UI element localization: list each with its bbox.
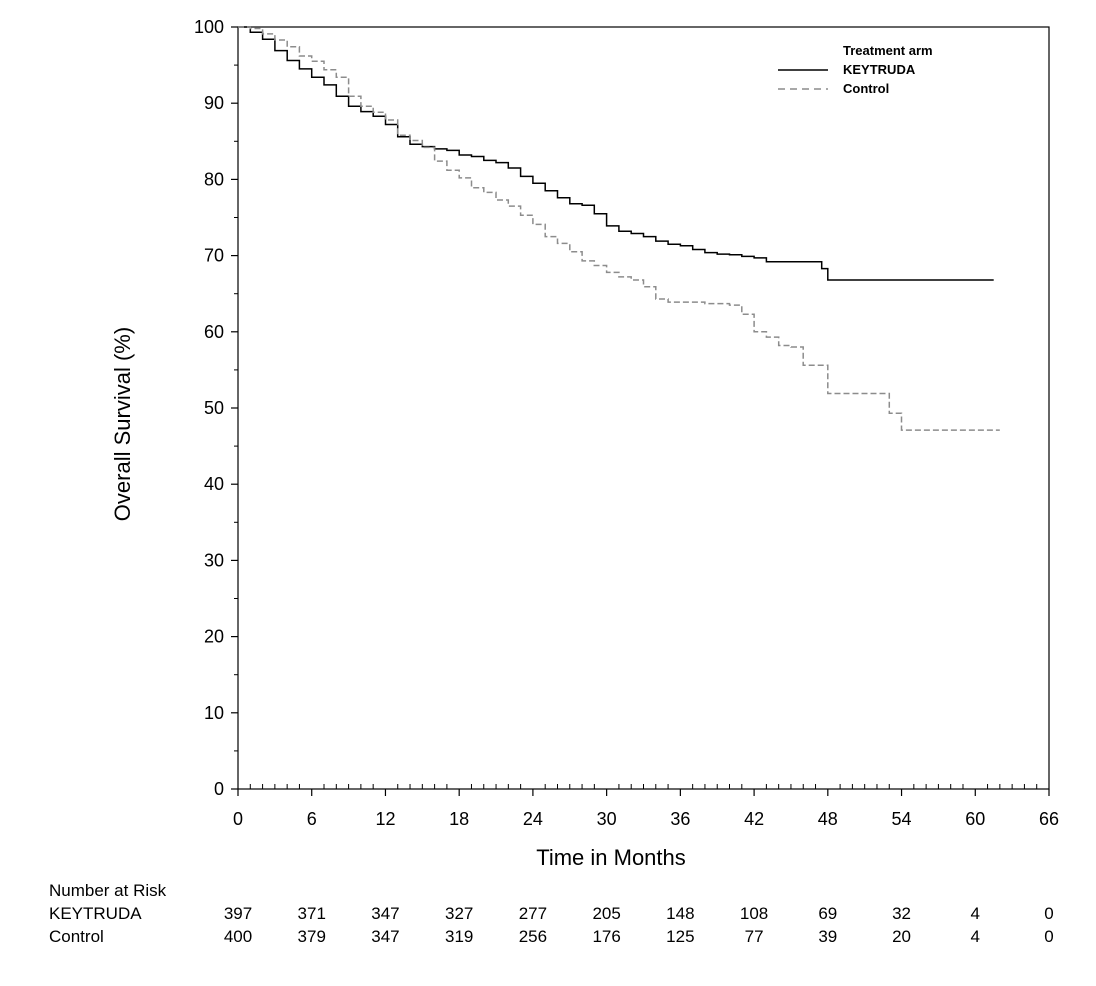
y-tick-label: 70 xyxy=(204,246,224,266)
x-axis-title: Time in Months xyxy=(536,845,686,870)
x-tick-label: 12 xyxy=(375,809,395,829)
survival-curve-control xyxy=(238,26,1000,431)
legend-label-control: Control xyxy=(843,81,889,96)
legend: Treatment arm KEYTRUDA Control xyxy=(778,43,933,96)
x-tick-label: 6 xyxy=(307,809,317,829)
survival-curve-keytruda xyxy=(238,26,994,281)
y-axis: 0 10 20 30 40 50 60 70 80 90 100 xyxy=(194,17,238,799)
legend-label-keytruda: KEYTRUDA xyxy=(843,62,916,77)
y-tick-label: 0 xyxy=(214,779,224,799)
x-tick-label: 0 xyxy=(233,809,243,829)
y-tick-label: 50 xyxy=(204,398,224,418)
y-tick-label: 20 xyxy=(204,627,224,647)
x-tick-label: 18 xyxy=(449,809,469,829)
y-tick-label: 40 xyxy=(204,474,224,494)
x-minor-ticks xyxy=(249,784,1038,789)
x-tick-label: 54 xyxy=(892,809,912,829)
y-tick-label: 30 xyxy=(204,550,224,570)
y-tick-label: 90 xyxy=(204,93,224,113)
plot-frame xyxy=(237,26,1050,790)
plot-border xyxy=(237,26,1050,790)
x-tick-label: 60 xyxy=(965,809,985,829)
x-tick-label: 48 xyxy=(818,809,838,829)
x-tick-label: 24 xyxy=(523,809,543,829)
y-tick-label: 60 xyxy=(204,322,224,342)
x-tick-label: 30 xyxy=(597,809,617,829)
x-tick-label: 42 xyxy=(744,809,764,829)
x-tick-label: 36 xyxy=(670,809,690,829)
y-tick-label: 80 xyxy=(204,169,224,189)
survival-curves xyxy=(238,26,1000,431)
x-axis: 0 6 12 18 24 30 36 42 48 54 60 66 xyxy=(233,789,1059,829)
y-tick-label: 100 xyxy=(194,17,224,37)
y-axis-title: Overall Survival (%) xyxy=(110,327,135,521)
legend-title: Treatment arm xyxy=(843,43,933,58)
x-tick-label: 66 xyxy=(1039,809,1059,829)
y-tick-label: 10 xyxy=(204,703,224,723)
